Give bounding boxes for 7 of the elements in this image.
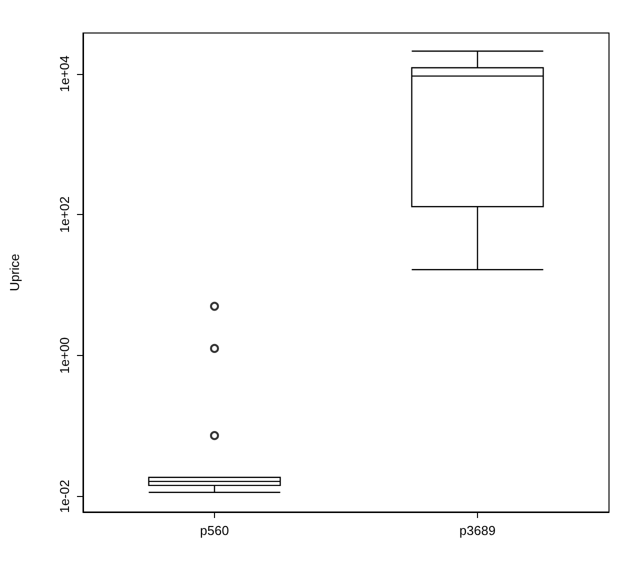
x-tick-label: p3689 bbox=[459, 523, 496, 538]
y-tick-label: 1e-02 bbox=[57, 480, 72, 513]
y-tick-label: 1e+02 bbox=[57, 196, 72, 233]
y-tick-label: 1e+04 bbox=[57, 56, 72, 92]
x-tick-label: p560 bbox=[200, 523, 229, 538]
y-axis-title: Uprice bbox=[7, 254, 22, 292]
y-tick-label: 1e+00 bbox=[57, 337, 72, 374]
